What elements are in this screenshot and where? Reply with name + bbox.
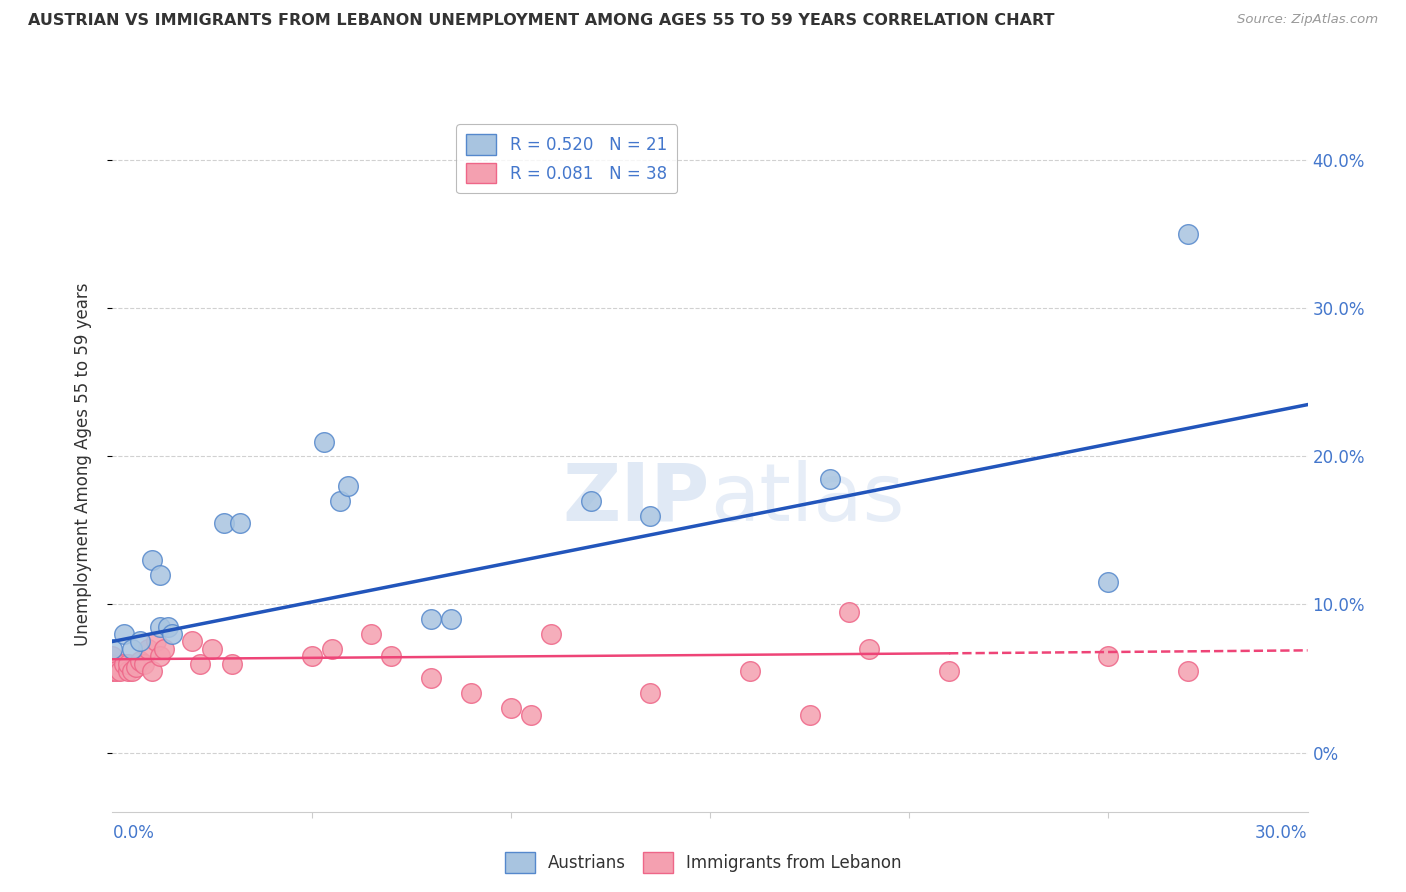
Point [101, 657, 124, 671]
Point [420, 672, 443, 686]
Point [138, 641, 160, 656]
Point [101, 641, 124, 656]
Point [328, 493, 352, 508]
Point [134, 657, 156, 671]
Text: Source: ZipAtlas.com: Source: ZipAtlas.com [1237, 13, 1378, 27]
Y-axis label: Unemployment Among Ages 55 to 59 years: Unemployment Among Ages 55 to 59 years [73, 282, 91, 646]
Legend: R = 0.520   N = 21, R = 0.081   N = 38: R = 0.520 N = 21, R = 0.081 N = 38 [457, 124, 676, 194]
Point [181, 634, 204, 648]
Point [201, 641, 224, 656]
Point [117, 657, 139, 671]
Text: 0.0%: 0.0% [112, 823, 155, 841]
Point [101, 649, 124, 664]
Point [540, 627, 562, 641]
Point [221, 657, 243, 671]
Point [360, 627, 382, 641]
Point [321, 641, 343, 656]
Point [110, 664, 132, 678]
Point [638, 686, 662, 700]
Point [301, 649, 323, 664]
Point [1097, 649, 1119, 664]
Point [440, 612, 463, 626]
Point [153, 641, 176, 656]
Point [117, 664, 139, 678]
Point [1097, 575, 1119, 590]
Point [312, 434, 335, 449]
Point [149, 649, 172, 664]
Point [838, 605, 860, 619]
Point [101, 664, 124, 678]
Point [129, 634, 152, 648]
Text: atlas: atlas [710, 459, 904, 538]
Point [818, 472, 841, 486]
Point [738, 664, 761, 678]
Text: AUSTRIAN VS IMMIGRANTS FROM LEBANON UNEMPLOYMENT AMONG AGES 55 TO 59 YEARS CORRE: AUSTRIAN VS IMMIGRANTS FROM LEBANON UNEM… [28, 13, 1054, 29]
Point [121, 664, 143, 678]
Point [858, 641, 880, 656]
Point [212, 516, 235, 530]
Point [162, 627, 183, 641]
Point [579, 493, 602, 508]
Point [520, 708, 543, 723]
Point [380, 649, 402, 664]
Point [420, 612, 443, 626]
Point [145, 634, 167, 648]
Legend: Austrians, Immigrants from Lebanon: Austrians, Immigrants from Lebanon [498, 846, 908, 880]
Point [149, 620, 172, 634]
Point [638, 508, 662, 523]
Point [336, 479, 359, 493]
Point [938, 664, 960, 678]
Point [141, 553, 163, 567]
Point [157, 620, 180, 634]
Point [114, 657, 135, 671]
Text: ZIP: ZIP [562, 459, 710, 538]
Point [114, 627, 135, 641]
Point [125, 659, 148, 673]
Point [105, 664, 128, 678]
Text: 30.0%: 30.0% [1256, 823, 1308, 841]
Point [129, 654, 152, 668]
Point [141, 664, 163, 678]
Point [1177, 227, 1199, 242]
Point [499, 701, 522, 715]
Point [188, 657, 211, 671]
Point [229, 516, 252, 530]
Point [1177, 664, 1199, 678]
Point [460, 686, 482, 700]
Point [799, 708, 821, 723]
Point [149, 567, 172, 582]
Point [121, 641, 143, 656]
